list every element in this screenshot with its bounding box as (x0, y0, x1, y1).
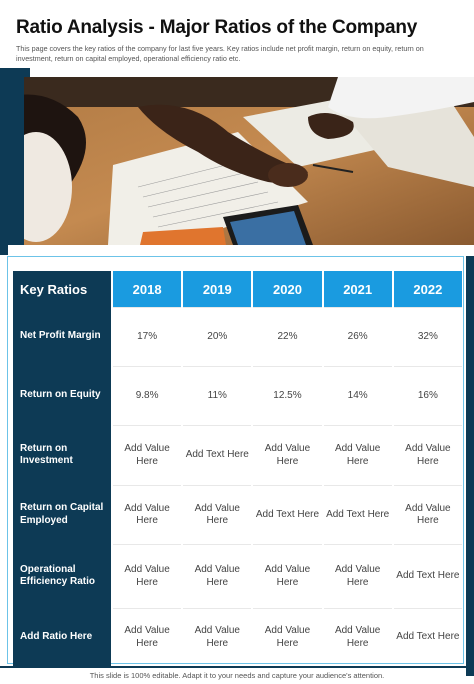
table-frame (7, 256, 464, 664)
table-cell: 32% (393, 307, 462, 366)
table-header-row: Key Ratios 2018 2019 2020 2021 2022 (13, 271, 462, 307)
table-cell: Add Value Here (393, 425, 462, 485)
header-photo (8, 77, 474, 245)
table-cell: 14% (323, 366, 392, 425)
header-year-2022: 2022 (393, 271, 462, 307)
table-row: Operational Efficiency Ratio Add Value H… (13, 544, 462, 608)
table-row: Return on Capital Employed Add Value Her… (13, 485, 462, 544)
table-cell: Add Text Here (253, 485, 322, 544)
table-cell: Add Value Here (323, 425, 392, 485)
footer-note: This slide is 100% editable. Adapt it to… (89, 671, 385, 680)
table-cell: Add Value Here (183, 608, 252, 666)
intro-paragraph: This page covers the key ratios of the c… (16, 44, 424, 63)
table-cell: Add Text Here (323, 485, 392, 544)
table-cell: Add Value Here (323, 544, 392, 608)
table-row: Add Ratio Here Add Value Here Add Value … (13, 608, 462, 666)
table-cell: 16% (393, 366, 462, 425)
header-year-2019: 2019 (183, 271, 252, 307)
table-cell: Add Text Here (183, 425, 252, 485)
table-cell: Add Value Here (183, 544, 252, 608)
table-cell: Add Text Here (393, 608, 462, 666)
table-row: Return on Investment Add Value Here Add … (13, 425, 462, 485)
header-year-2018: 2018 (113, 271, 182, 307)
photo-illustration (8, 77, 474, 245)
accent-bar-right (466, 256, 474, 676)
accent-bar-top-left (0, 68, 30, 77)
row-label: Return on Capital Employed (13, 485, 111, 544)
table-row: Net Profit Margin 17% 20% 22% 26% 32% (13, 307, 462, 366)
table-cell: 11% (183, 366, 252, 425)
table-cell: Add Value Here (253, 608, 322, 666)
header-key-ratios: Key Ratios (13, 271, 111, 307)
table-cell: Add Text Here (393, 544, 462, 608)
table-cell: 12.5% (253, 366, 322, 425)
ratios-table: Key Ratios 2018 2019 2020 2021 2022 Net … (11, 271, 464, 666)
row-label: Return on Equity (13, 366, 111, 425)
header-year-2021: 2021 (323, 271, 392, 307)
table-cell: 9.8% (113, 366, 182, 425)
table-cell: Add Value Here (253, 425, 322, 485)
table-row: Return on Equity 9.8% 11% 12.5% 14% 16% (13, 366, 462, 425)
accent-bar-left (0, 77, 8, 255)
header-year-2020: 2020 (253, 271, 322, 307)
row-label: Add Ratio Here (13, 608, 111, 666)
row-label: Operational Efficiency Ratio (13, 544, 111, 608)
accent-bar-bottom (0, 666, 474, 668)
row-label: Net Profit Margin (13, 307, 111, 366)
table-cell: 17% (113, 307, 182, 366)
table-cell: Add Value Here (113, 485, 182, 544)
table-cell: 26% (323, 307, 392, 366)
page-title: Ratio Analysis - Major Ratios of the Com… (16, 17, 418, 38)
table-cell: 20% (183, 307, 252, 366)
table-cell: Add Value Here (113, 608, 182, 666)
table-cell: Add Value Here (323, 608, 392, 666)
table-cell: 22% (253, 307, 322, 366)
table-cell: Add Value Here (183, 485, 252, 544)
table-cell: Add Value Here (253, 544, 322, 608)
table-cell: Add Value Here (113, 425, 182, 485)
row-label: Return on Investment (13, 425, 111, 485)
table-cell: Add Value Here (393, 485, 462, 544)
table-cell: Add Value Here (113, 544, 182, 608)
